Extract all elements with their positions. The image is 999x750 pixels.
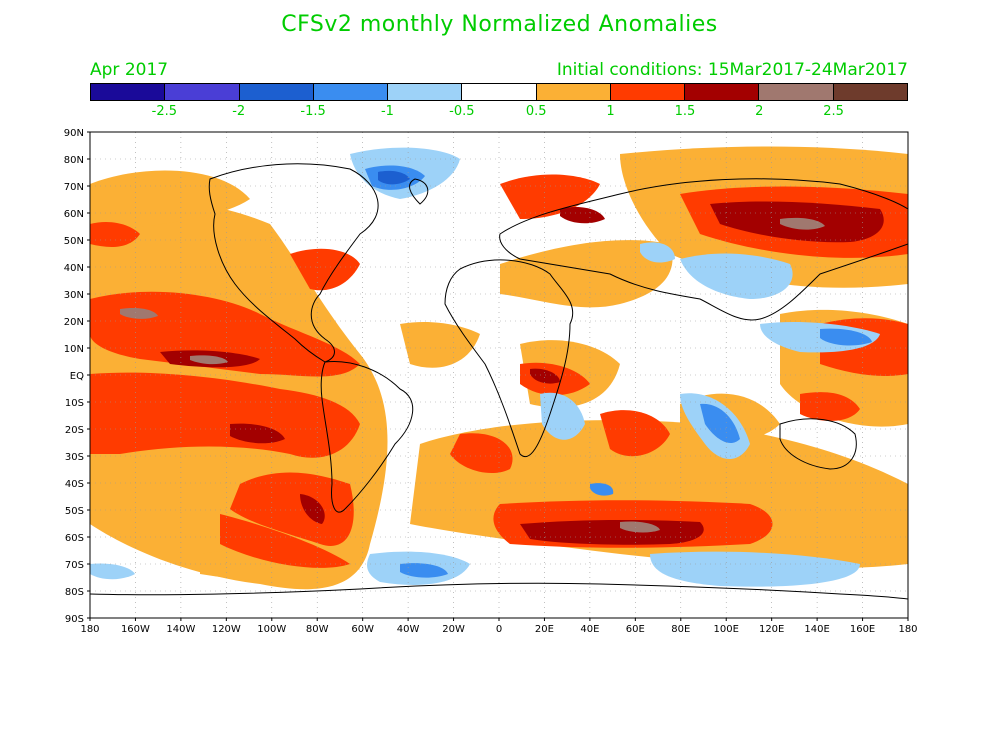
lon-label: 180 [80, 624, 99, 635]
lon-label: 80W [306, 624, 329, 635]
lat-label: 60S [65, 533, 84, 544]
colorbar-segment [759, 84, 834, 100]
longitude-labels: 180 160W 140W 120W 100W 80W 60W 40W 20W 0 20E 40E 60… [80, 624, 917, 635]
initial-conditions: Initial conditions: 15Mar2017-24Mar2017 [556, 60, 908, 80]
coastlines [90, 163, 908, 600]
colorbar-label: -2.5 [151, 104, 178, 119]
lat-label: 70N [64, 182, 84, 193]
lon-label: 180 [898, 624, 917, 635]
lon-label: 20E [535, 624, 554, 635]
lat-label: 80N [64, 155, 84, 166]
lon-label: 120E [759, 624, 784, 635]
lat-label: 40N [64, 263, 84, 274]
colorbar-segment [462, 84, 537, 100]
colorbar-segment [610, 84, 686, 100]
forecast-month: Apr 2017 [90, 60, 169, 80]
colorbar-label: 2.5 [823, 104, 844, 119]
colorbar-segment [91, 84, 166, 100]
lat-label: 10S [65, 398, 84, 409]
lat-label: 90S [65, 614, 84, 625]
colorbar-label: -1.5 [300, 104, 326, 119]
colorbar-labels: -2.5 -2 -1.5 -1 -0.5 0.5 1 1.5 2 2.5 [90, 104, 908, 120]
lat-label: 50N [64, 236, 84, 247]
lon-label: 100E [714, 624, 739, 635]
lon-label: 40W [397, 624, 420, 635]
lon-label: 140W [166, 624, 195, 635]
graticule [90, 132, 908, 618]
lat-label: 50S [65, 506, 84, 517]
colorbar-segment [313, 84, 389, 100]
colorbar-label: 2 [755, 104, 764, 119]
anomaly-fields [90, 146, 908, 590]
lon-label: 60E [626, 624, 645, 635]
lon-label: 140E [804, 624, 829, 635]
anomaly-map: 90N 80N 70N 60N 50N 40N 30N 20N 10N EQ 10S 20S 30S 40… [64, 128, 918, 635]
lat-label: 90N [64, 128, 84, 139]
lon-label: 80E [671, 624, 690, 635]
lat-label: 60N [64, 209, 84, 220]
colorbar-label: -1 [380, 104, 394, 119]
colorbar-segment [165, 84, 240, 100]
lat-label: 20S [65, 425, 84, 436]
colorbar-label: -2 [232, 104, 246, 119]
colorbar-segment [239, 84, 314, 100]
lon-label: 20W [442, 624, 465, 635]
lon-label: 100W [257, 624, 286, 635]
colorbar-segment [388, 84, 463, 100]
lat-label: 30S [65, 452, 84, 463]
map-title: CFSv2 monthly Normalized Anomalies [281, 12, 718, 37]
colorbar-label: 1.5 [674, 104, 696, 119]
lon-label: 60W [351, 624, 374, 635]
lat-label: EQ [70, 371, 84, 382]
colorbar-segment [685, 84, 760, 100]
lat-label: 70S [65, 560, 84, 571]
colorbar-label: -0.5 [449, 104, 475, 119]
colorbar-segment [833, 84, 907, 100]
colorbar-label: 1 [606, 104, 615, 119]
lon-label: 120W [212, 624, 241, 635]
colorbar-segment [536, 84, 611, 100]
lon-label: 0 [496, 624, 502, 635]
lat-label: 80S [65, 587, 84, 598]
lon-label: 40E [580, 624, 599, 635]
colorbar [90, 83, 908, 101]
latitude-labels: 90N 80N 70N 60N 50N 40N 30N 20N 10N EQ 10S 20S 30S 40… [64, 128, 84, 625]
colorbar-label: 0.5 [525, 104, 547, 119]
lon-label: 160W [121, 624, 150, 635]
lat-label: 20N [64, 317, 84, 328]
lat-label: 10N [64, 344, 84, 355]
lat-label: 40S [65, 479, 84, 490]
lon-label: 160E [850, 624, 875, 635]
lat-label: 30N [64, 290, 84, 301]
